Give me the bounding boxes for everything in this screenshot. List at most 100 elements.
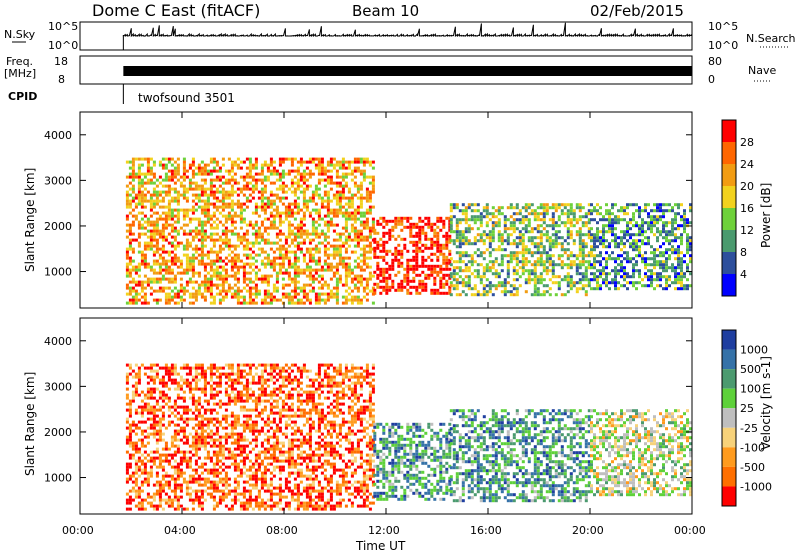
echo-cell [647, 221, 650, 225]
echo-cell [368, 274, 372, 278]
echo-cell [593, 278, 596, 282]
echo-cell [227, 217, 231, 221]
echo-cell [206, 432, 210, 436]
echo-cell [284, 214, 288, 218]
echo-cell [545, 203, 549, 207]
echo-cell [269, 274, 273, 278]
echo-cell [281, 262, 285, 266]
echo-cell [305, 205, 309, 209]
echo-cell [182, 160, 186, 164]
echo-cell [152, 459, 156, 463]
echo-cell [566, 263, 570, 267]
echo-cell [263, 205, 267, 209]
echo-cell [185, 175, 189, 179]
echo-cell [185, 169, 189, 173]
echo-cell [200, 375, 204, 379]
echo-cell [581, 224, 585, 228]
echo-cell [308, 265, 312, 269]
echo-cell [362, 238, 366, 242]
echo-cell [335, 253, 339, 257]
echo-cell [260, 280, 264, 284]
echo-cell [137, 501, 141, 505]
echo-cell [161, 205, 165, 209]
echo-cell [221, 483, 225, 487]
echo-cell [137, 369, 141, 373]
echo-cell [137, 211, 141, 215]
echo-cell [158, 429, 162, 433]
echo-cell [338, 253, 342, 257]
echo-cell [131, 453, 135, 457]
echo-cell [299, 172, 303, 176]
echo-cell [179, 375, 183, 379]
echo-cell [442, 291, 446, 295]
echo-cell [356, 160, 360, 164]
echo-cell [170, 411, 174, 415]
echo-cell [128, 402, 132, 406]
echo-cell [584, 224, 588, 228]
echo-cell [206, 289, 210, 293]
echo-cell [473, 293, 477, 297]
echo-cell [167, 301, 171, 305]
echo-cell [442, 234, 446, 238]
echo-cell [548, 254, 552, 258]
echo-cell [230, 244, 234, 248]
echo-cell [221, 157, 225, 161]
echo-cell [290, 229, 294, 233]
echo-cell [167, 286, 171, 290]
echo-cell [308, 238, 312, 242]
echo-cell [278, 163, 282, 167]
echo-cell [176, 259, 180, 263]
echo-cell [191, 426, 195, 430]
echo-cell [665, 239, 668, 243]
echo-cell [254, 229, 258, 233]
echo-cell [173, 220, 177, 224]
echo-cell [203, 444, 207, 448]
echo-cell [194, 181, 198, 185]
echo-cell [686, 218, 689, 222]
echo-cell [200, 244, 204, 248]
echo-cell [644, 260, 647, 264]
echo-cell [647, 239, 650, 243]
echo-cell [287, 214, 291, 218]
echo-cell [227, 247, 231, 251]
echo-cell [230, 166, 234, 170]
echo-cell [341, 184, 345, 188]
echo-cell [497, 281, 501, 285]
echo-cell [403, 276, 407, 280]
echo-cell [149, 390, 153, 394]
echo-cell [461, 218, 465, 222]
echo-cell [605, 263, 608, 267]
echo-cell [388, 276, 392, 280]
echo-cell [239, 175, 243, 179]
echo-cell [329, 163, 333, 167]
echo-cell [578, 287, 582, 291]
echo-cell [671, 269, 674, 273]
echo-cell [188, 384, 192, 388]
echo-cell [197, 366, 201, 370]
echo-cell [167, 387, 171, 391]
echo-cell [203, 277, 207, 281]
echo-cell [272, 193, 276, 197]
echo-cell [278, 232, 282, 236]
echo-cell [362, 247, 366, 251]
echo-cell [614, 272, 617, 276]
echo-cell [557, 254, 561, 258]
echo-cell [236, 214, 240, 218]
echo-cell [215, 501, 219, 505]
echo-cell [137, 426, 141, 430]
echo-cell [200, 471, 204, 475]
echo-cell [449, 206, 453, 210]
echo-cell [415, 285, 419, 289]
echo-cell [439, 243, 443, 247]
echo-cell [281, 175, 285, 179]
echo-cell [176, 295, 180, 299]
echo-cell [424, 222, 428, 226]
echo-cell [668, 275, 671, 279]
echo-cell [230, 250, 234, 254]
echo-cell [530, 254, 534, 258]
echo-cell [650, 251, 653, 255]
echo-cell [323, 262, 327, 266]
echo-cell [421, 279, 425, 283]
echo-cell [305, 283, 309, 287]
echo-cell [308, 289, 312, 293]
